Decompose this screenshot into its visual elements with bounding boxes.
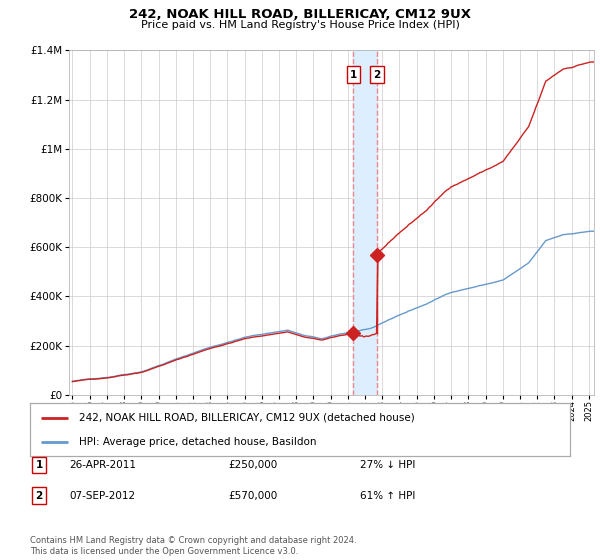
Text: 2: 2: [373, 69, 380, 80]
Text: 2: 2: [35, 491, 43, 501]
Text: 07-SEP-2012: 07-SEP-2012: [69, 491, 135, 501]
Text: Price paid vs. HM Land Registry's House Price Index (HPI): Price paid vs. HM Land Registry's House …: [140, 20, 460, 30]
Text: £250,000: £250,000: [228, 460, 277, 470]
Text: 242, NOAK HILL ROAD, BILLERICAY, CM12 9UX: 242, NOAK HILL ROAD, BILLERICAY, CM12 9U…: [129, 8, 471, 21]
Text: 242, NOAK HILL ROAD, BILLERICAY, CM12 9UX (detached house): 242, NOAK HILL ROAD, BILLERICAY, CM12 9U…: [79, 413, 415, 423]
Text: HPI: Average price, detached house, Basildon: HPI: Average price, detached house, Basi…: [79, 437, 316, 447]
Text: 1: 1: [35, 460, 43, 470]
Text: 27% ↓ HPI: 27% ↓ HPI: [360, 460, 415, 470]
Text: Contains HM Land Registry data © Crown copyright and database right 2024.
This d: Contains HM Land Registry data © Crown c…: [30, 536, 356, 556]
Text: 61% ↑ HPI: 61% ↑ HPI: [360, 491, 415, 501]
Text: £570,000: £570,000: [228, 491, 277, 501]
Text: 1: 1: [350, 69, 357, 80]
Text: 26-APR-2011: 26-APR-2011: [69, 460, 136, 470]
Bar: [353, 50, 377, 395]
